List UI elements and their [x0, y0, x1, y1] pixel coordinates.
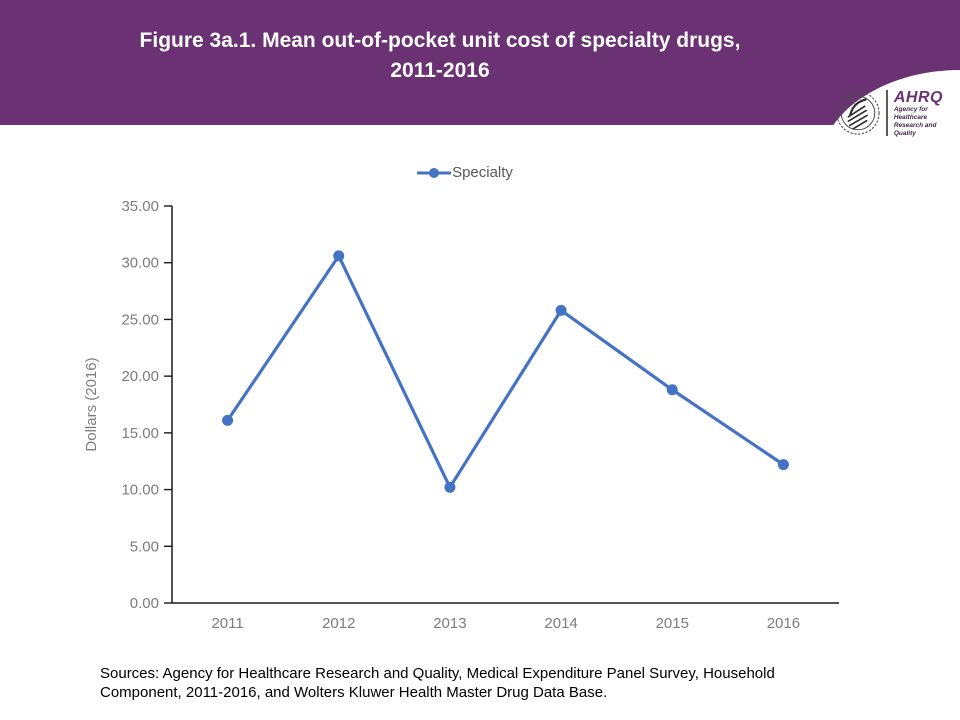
logo-divider [885, 90, 888, 136]
x-tick-label: 2016 [767, 615, 800, 632]
chart-legend: Specialty [0, 164, 930, 181]
ahrq-tagline-line2: Research and Quality [893, 121, 937, 137]
y-axis-title: Dollars (2016) [83, 357, 100, 451]
ahrq-wordmark: AHRQ [893, 88, 943, 106]
data-point-marker [666, 384, 678, 396]
y-tick-label: 20.00 [121, 368, 159, 385]
legend-label: Specialty [452, 164, 513, 181]
sources-text: Sources: Agency for Healthcare Research … [100, 665, 775, 701]
ahrq-logo: AHRQ Agency for Healthcare Research and … [834, 88, 960, 138]
figure-title-line1: Figure 3a.1. Mean out-of-pocket unit cos… [139, 29, 741, 52]
data-point-marker [222, 414, 234, 426]
figure-title: Figure 3a.1. Mean out-of-pocket unit cos… [0, 26, 880, 86]
y-tick-label: 35.00 [121, 198, 159, 215]
series-line [225, 254, 786, 489]
figure-title-line2: 2011-2016 [390, 59, 490, 82]
x-tick-label: 2015 [656, 615, 689, 632]
y-tick-label: 0.00 [130, 595, 159, 612]
legend-line-marker-icon [417, 167, 452, 178]
data-point-marker [777, 459, 789, 471]
x-tick-label: 2011 [211, 615, 243, 632]
x-tick-label: 2013 [433, 615, 466, 632]
x-tick-label: 2012 [322, 615, 355, 632]
ahrq-tagline-line1: Agency for Healthcare [893, 105, 928, 121]
y-tick-label: 25.00 [121, 311, 159, 328]
y-tick-label: 5.00 [130, 538, 159, 555]
data-point-marker [444, 481, 456, 493]
x-tick-label: 2014 [544, 615, 577, 632]
y-tick-label: 15.00 [121, 425, 159, 442]
data-point-marker [333, 250, 345, 262]
header-banner [0, 0, 960, 125]
y-tick-label: 10.00 [121, 482, 159, 499]
data-point-marker [555, 304, 567, 316]
hhs-eagle-seal-icon [836, 91, 880, 135]
y-tick-label: 30.00 [121, 255, 159, 272]
